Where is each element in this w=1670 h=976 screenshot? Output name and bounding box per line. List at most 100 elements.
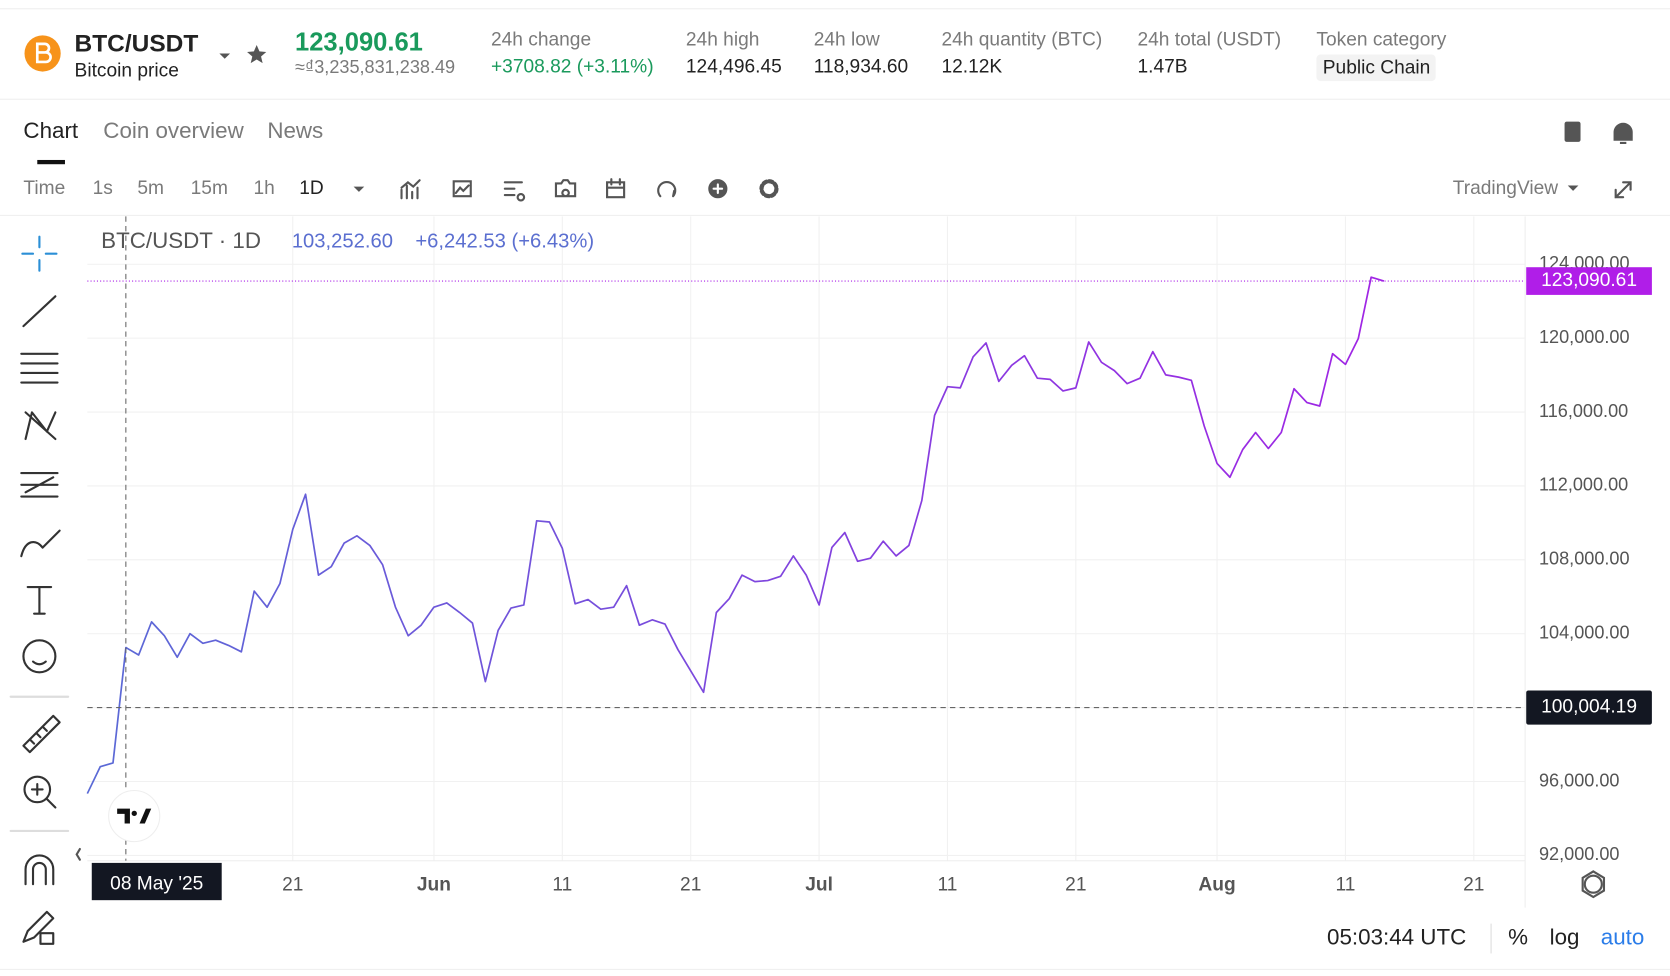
tab[interactable]: Coin overview bbox=[103, 118, 244, 143]
indicator-icon[interactable] bbox=[400, 179, 421, 200]
y-tick-label: 104,000.00 bbox=[1539, 623, 1630, 643]
provider-dropdown[interactable] bbox=[1567, 185, 1579, 191]
add-icon-plus bbox=[712, 183, 724, 195]
readout-close: 103,252.60 bbox=[292, 230, 393, 252]
tab[interactable]: Chart bbox=[23, 118, 78, 143]
y-tick-label: 120,000.00 bbox=[1539, 327, 1630, 347]
tab-underline bbox=[37, 159, 65, 165]
templates-icon[interactable] bbox=[503, 181, 526, 202]
x-tick-label: 21 bbox=[680, 874, 701, 895]
stat-label: Token category bbox=[1316, 30, 1446, 51]
lock-drawings-tool[interactable] bbox=[22, 910, 55, 945]
scale-option[interactable]: % bbox=[1508, 924, 1528, 949]
y-tick-label: 92,000.00 bbox=[1539, 844, 1620, 864]
alert-icon[interactable] bbox=[1613, 122, 1633, 144]
coin-icon-glyph bbox=[35, 42, 52, 64]
readout-change: +6,242.53 (+6.43%) bbox=[415, 230, 594, 252]
replay-icon[interactable] bbox=[657, 181, 677, 198]
stat-label: 24h high bbox=[686, 30, 760, 51]
stats: 24h change +3708.82 (+3.11%) 24h high 124,4… bbox=[491, 30, 1281, 78]
ruler-tool[interactable] bbox=[22, 714, 61, 754]
local-price: ≈₫3,235,831,238.49 bbox=[295, 57, 455, 77]
stat-value: 1.47B bbox=[1137, 56, 1187, 77]
tv-logo-badge bbox=[108, 789, 161, 843]
emoji-smile bbox=[31, 660, 47, 666]
symbol-dropdown[interactable] bbox=[219, 53, 231, 59]
coin-name: Bitcoin price bbox=[75, 61, 179, 82]
y-tick-label: 112,000.00 bbox=[1539, 475, 1628, 495]
fib-tool[interactable] bbox=[20, 352, 59, 384]
stat-value: +3708.82 (+3.11%) bbox=[491, 56, 654, 77]
tag-box bbox=[1316, 54, 1436, 82]
scale-option[interactable]: log bbox=[1550, 924, 1580, 949]
chart-toolbar bbox=[400, 178, 779, 202]
y-tick-label: 116,000.00 bbox=[1539, 401, 1628, 421]
settings-icon[interactable] bbox=[759, 179, 779, 199]
x-tick-label: Aug bbox=[1198, 874, 1235, 895]
stat-label: 24h total (USDT) bbox=[1137, 30, 1281, 51]
stat-label: 24h quantity (BTC) bbox=[942, 30, 1103, 51]
crosshair-x-box bbox=[91, 862, 222, 901]
tv-logo bbox=[117, 808, 152, 824]
interval-label: Time bbox=[23, 178, 65, 199]
stat-label: 24h change bbox=[491, 30, 591, 51]
crosshair-tool[interactable] bbox=[21, 235, 58, 272]
crosshair-y-box bbox=[1526, 690, 1652, 725]
interval[interactable]: 15m bbox=[191, 178, 228, 199]
chart: 92,000.0096,000.00100,000.00104,000.0010… bbox=[86, 216, 1652, 908]
last-price: 123,090.61 bbox=[295, 29, 423, 57]
magnet-tool[interactable] bbox=[24, 854, 55, 886]
interval[interactable]: 5m bbox=[137, 178, 164, 199]
projection-tool[interactable] bbox=[20, 472, 59, 498]
x-tick-label: Jul bbox=[805, 874, 833, 895]
x-tick-label: 11 bbox=[938, 874, 958, 895]
chart-title: BTC/USDT · 1D bbox=[101, 228, 261, 253]
crosshair-x-label: 08 May '25 bbox=[110, 873, 203, 894]
x-tick-label: Jun bbox=[417, 874, 451, 895]
interval[interactable]: 1h bbox=[253, 178, 274, 199]
crosshair-y-label: 100,004.19 bbox=[1541, 697, 1637, 718]
screenshot-icon[interactable] bbox=[554, 179, 577, 198]
y-tick-label: 108,000.00 bbox=[1539, 549, 1630, 569]
pattern-tool[interactable] bbox=[24, 411, 57, 441]
scroll-left[interactable] bbox=[75, 847, 81, 861]
clock: 05:03:44 UTC bbox=[1327, 924, 1466, 949]
provider[interactable]: TradingView bbox=[1453, 178, 1559, 199]
fullscreen-icon[interactable] bbox=[1614, 181, 1632, 199]
notes-icon[interactable] bbox=[1564, 121, 1581, 142]
interval[interactable]: 1s bbox=[93, 178, 113, 199]
intervals: Time 1s 5m 15m 1h 1D bbox=[23, 178, 323, 199]
tag-value: Public Chain bbox=[1323, 57, 1431, 78]
price-line bbox=[86, 276, 1385, 794]
scale-option[interactable]: auto bbox=[1601, 924, 1645, 949]
emoji-tool[interactable] bbox=[22, 639, 57, 674]
calendar-icon[interactable] bbox=[606, 178, 626, 199]
symbol: BTC/USDT bbox=[75, 30, 199, 57]
last-price-box bbox=[1526, 267, 1652, 295]
x-tick-label: 21 bbox=[1463, 874, 1484, 895]
drawing-toolbar bbox=[9, 235, 70, 945]
stat-value: 12.12K bbox=[942, 56, 1003, 77]
zoom-tool[interactable] bbox=[23, 775, 52, 804]
favorite-star[interactable] bbox=[247, 44, 267, 64]
last-price-label: 123,090.61 bbox=[1541, 270, 1637, 291]
x-tick-label: 21 bbox=[282, 874, 303, 895]
stat-value: 118,934.60 bbox=[814, 56, 908, 77]
chart-type-icon[interactable] bbox=[452, 180, 472, 198]
zoom-tool-glyph bbox=[30, 783, 57, 809]
tab[interactable]: News bbox=[267, 118, 323, 143]
x-tick-label: 11 bbox=[552, 874, 572, 895]
x-tick-label: 11 bbox=[1335, 874, 1355, 895]
interval[interactable]: 1D bbox=[299, 178, 324, 199]
text-tool[interactable] bbox=[26, 585, 53, 615]
interval-dropdown[interactable] bbox=[353, 186, 365, 192]
trendline-tool[interactable] bbox=[22, 295, 57, 328]
y-tick-label: 96,000.00 bbox=[1539, 770, 1620, 790]
stat-value: 124,496.45 bbox=[686, 56, 782, 77]
x-tick-label: 21 bbox=[1065, 874, 1086, 895]
axis-settings[interactable] bbox=[1583, 874, 1603, 894]
brush-tool[interactable] bbox=[20, 529, 61, 558]
stat-label: 24h low bbox=[814, 30, 880, 51]
axis-settings-hex bbox=[1581, 870, 1606, 899]
